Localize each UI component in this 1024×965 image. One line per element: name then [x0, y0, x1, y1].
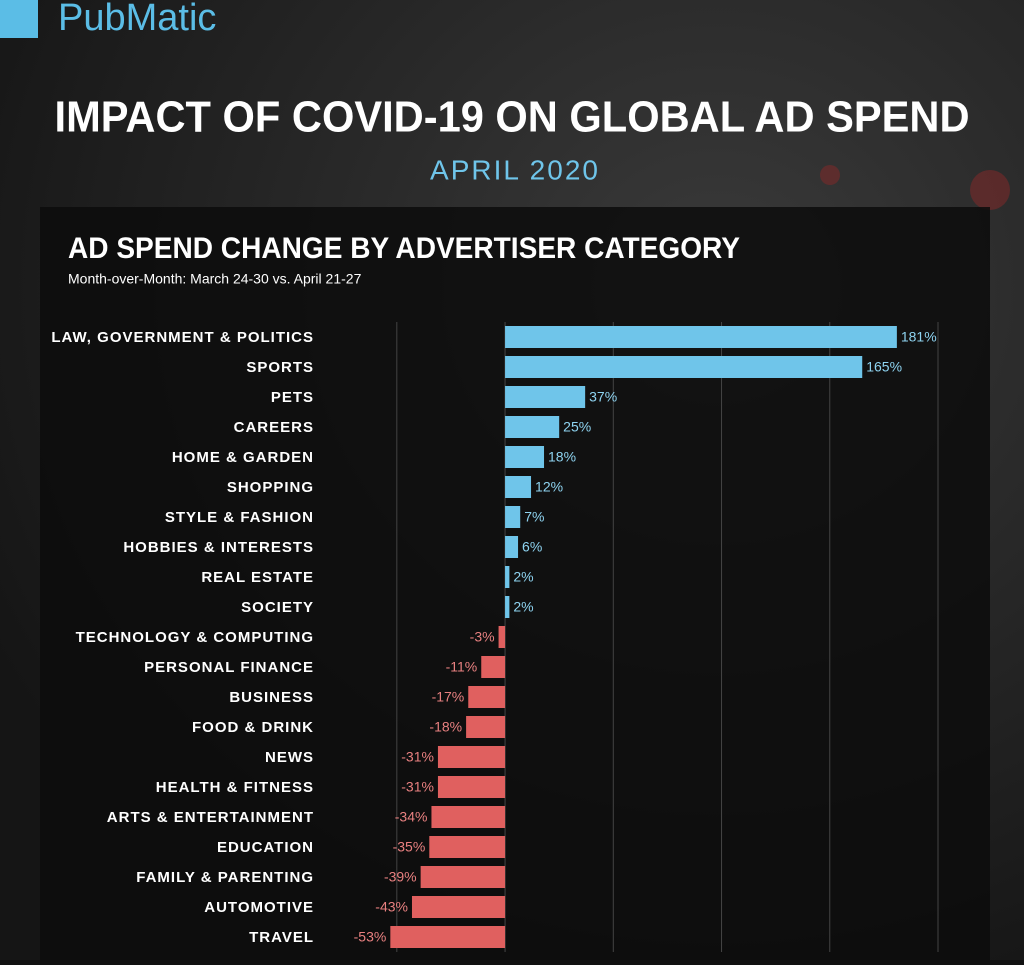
value-label: 2%	[513, 569, 533, 585]
logo-square	[0, 0, 38, 38]
bar	[505, 566, 510, 588]
category-label: SPORTS	[246, 359, 314, 376]
bar	[390, 926, 506, 948]
value-label: 7%	[524, 509, 544, 525]
bar	[498, 626, 506, 648]
value-label: -3%	[470, 629, 495, 645]
bar	[420, 866, 506, 888]
category-label: TRAVEL	[249, 929, 314, 946]
category-label: HOBBIES & INTERESTS	[123, 539, 314, 556]
bar	[429, 836, 506, 858]
chart-subtitle: Month-over-Month: March 24-30 vs. April …	[68, 271, 362, 287]
value-label: -31%	[401, 749, 434, 765]
map-dot	[820, 165, 840, 185]
value-label: 6%	[522, 539, 542, 555]
category-label: BUSINESS	[229, 689, 314, 706]
bar	[505, 416, 560, 438]
category-label: REAL ESTATE	[201, 569, 314, 586]
bar	[437, 776, 506, 798]
value-label: -31%	[401, 779, 434, 795]
value-label: 12%	[535, 479, 563, 495]
category-label: FAMILY & PARENTING	[136, 869, 314, 886]
bar	[505, 326, 897, 348]
category-label: LAW, GOVERNMENT & POLITICS	[51, 329, 314, 346]
value-label: -18%	[429, 719, 462, 735]
bar	[505, 506, 521, 528]
bar	[466, 716, 506, 738]
bar	[411, 896, 506, 918]
value-label: -53%	[354, 929, 387, 945]
value-label: 25%	[563, 419, 591, 435]
category-label: AUTOMOTIVE	[204, 899, 314, 916]
category-label: NEWS	[265, 749, 314, 766]
value-label: -34%	[395, 809, 428, 825]
value-label: -43%	[375, 899, 408, 915]
main-title: IMPACT OF COVID-19 ON GLOBAL AD SPEND	[55, 93, 970, 142]
category-label: SHOPPING	[227, 479, 314, 496]
category-label: SOCIETY	[241, 599, 314, 616]
category-label: FOOD & DRINK	[192, 719, 314, 736]
bar	[505, 476, 532, 498]
category-label: HOME & GARDEN	[172, 449, 314, 466]
chart-title: AD SPEND CHANGE BY ADVERTISER CATEGORY	[68, 232, 740, 265]
category-label: PETS	[271, 389, 314, 406]
value-label: 165%	[866, 359, 902, 375]
category-label: EDUCATION	[217, 839, 314, 856]
value-label: -39%	[384, 869, 417, 885]
bar	[505, 446, 545, 468]
logo: PubMatic	[58, 0, 216, 39]
category-label: ARTS & ENTERTAINMENT	[107, 809, 314, 826]
bar	[505, 536, 519, 558]
bar	[437, 746, 506, 768]
bar	[505, 356, 863, 378]
plot: LAW, GOVERNMENT & POLITICS 181% SPORTS 165%…	[51, 322, 939, 952]
bar	[431, 806, 506, 828]
value-label: -11%	[446, 659, 478, 675]
bar	[505, 386, 586, 408]
map-dot	[970, 170, 1010, 210]
bar	[468, 686, 506, 708]
value-label: -35%	[393, 839, 426, 855]
value-label: -17%	[432, 689, 465, 705]
value-label: 18%	[548, 449, 576, 465]
value-label: 37%	[589, 389, 617, 405]
value-label: 2%	[513, 599, 533, 615]
category-label: TECHNOLOGY & COMPUTING	[76, 629, 314, 646]
value-label: 181%	[901, 329, 937, 345]
category-label: CAREERS	[234, 419, 314, 436]
bar	[505, 596, 510, 618]
category-label: STYLE & FASHION	[165, 509, 314, 526]
category-label: HEALTH & FITNESS	[156, 779, 314, 796]
bar	[481, 656, 506, 678]
main-subtitle: APRIL 2020	[430, 154, 600, 185]
category-label: PERSONAL FINANCE	[144, 659, 314, 676]
